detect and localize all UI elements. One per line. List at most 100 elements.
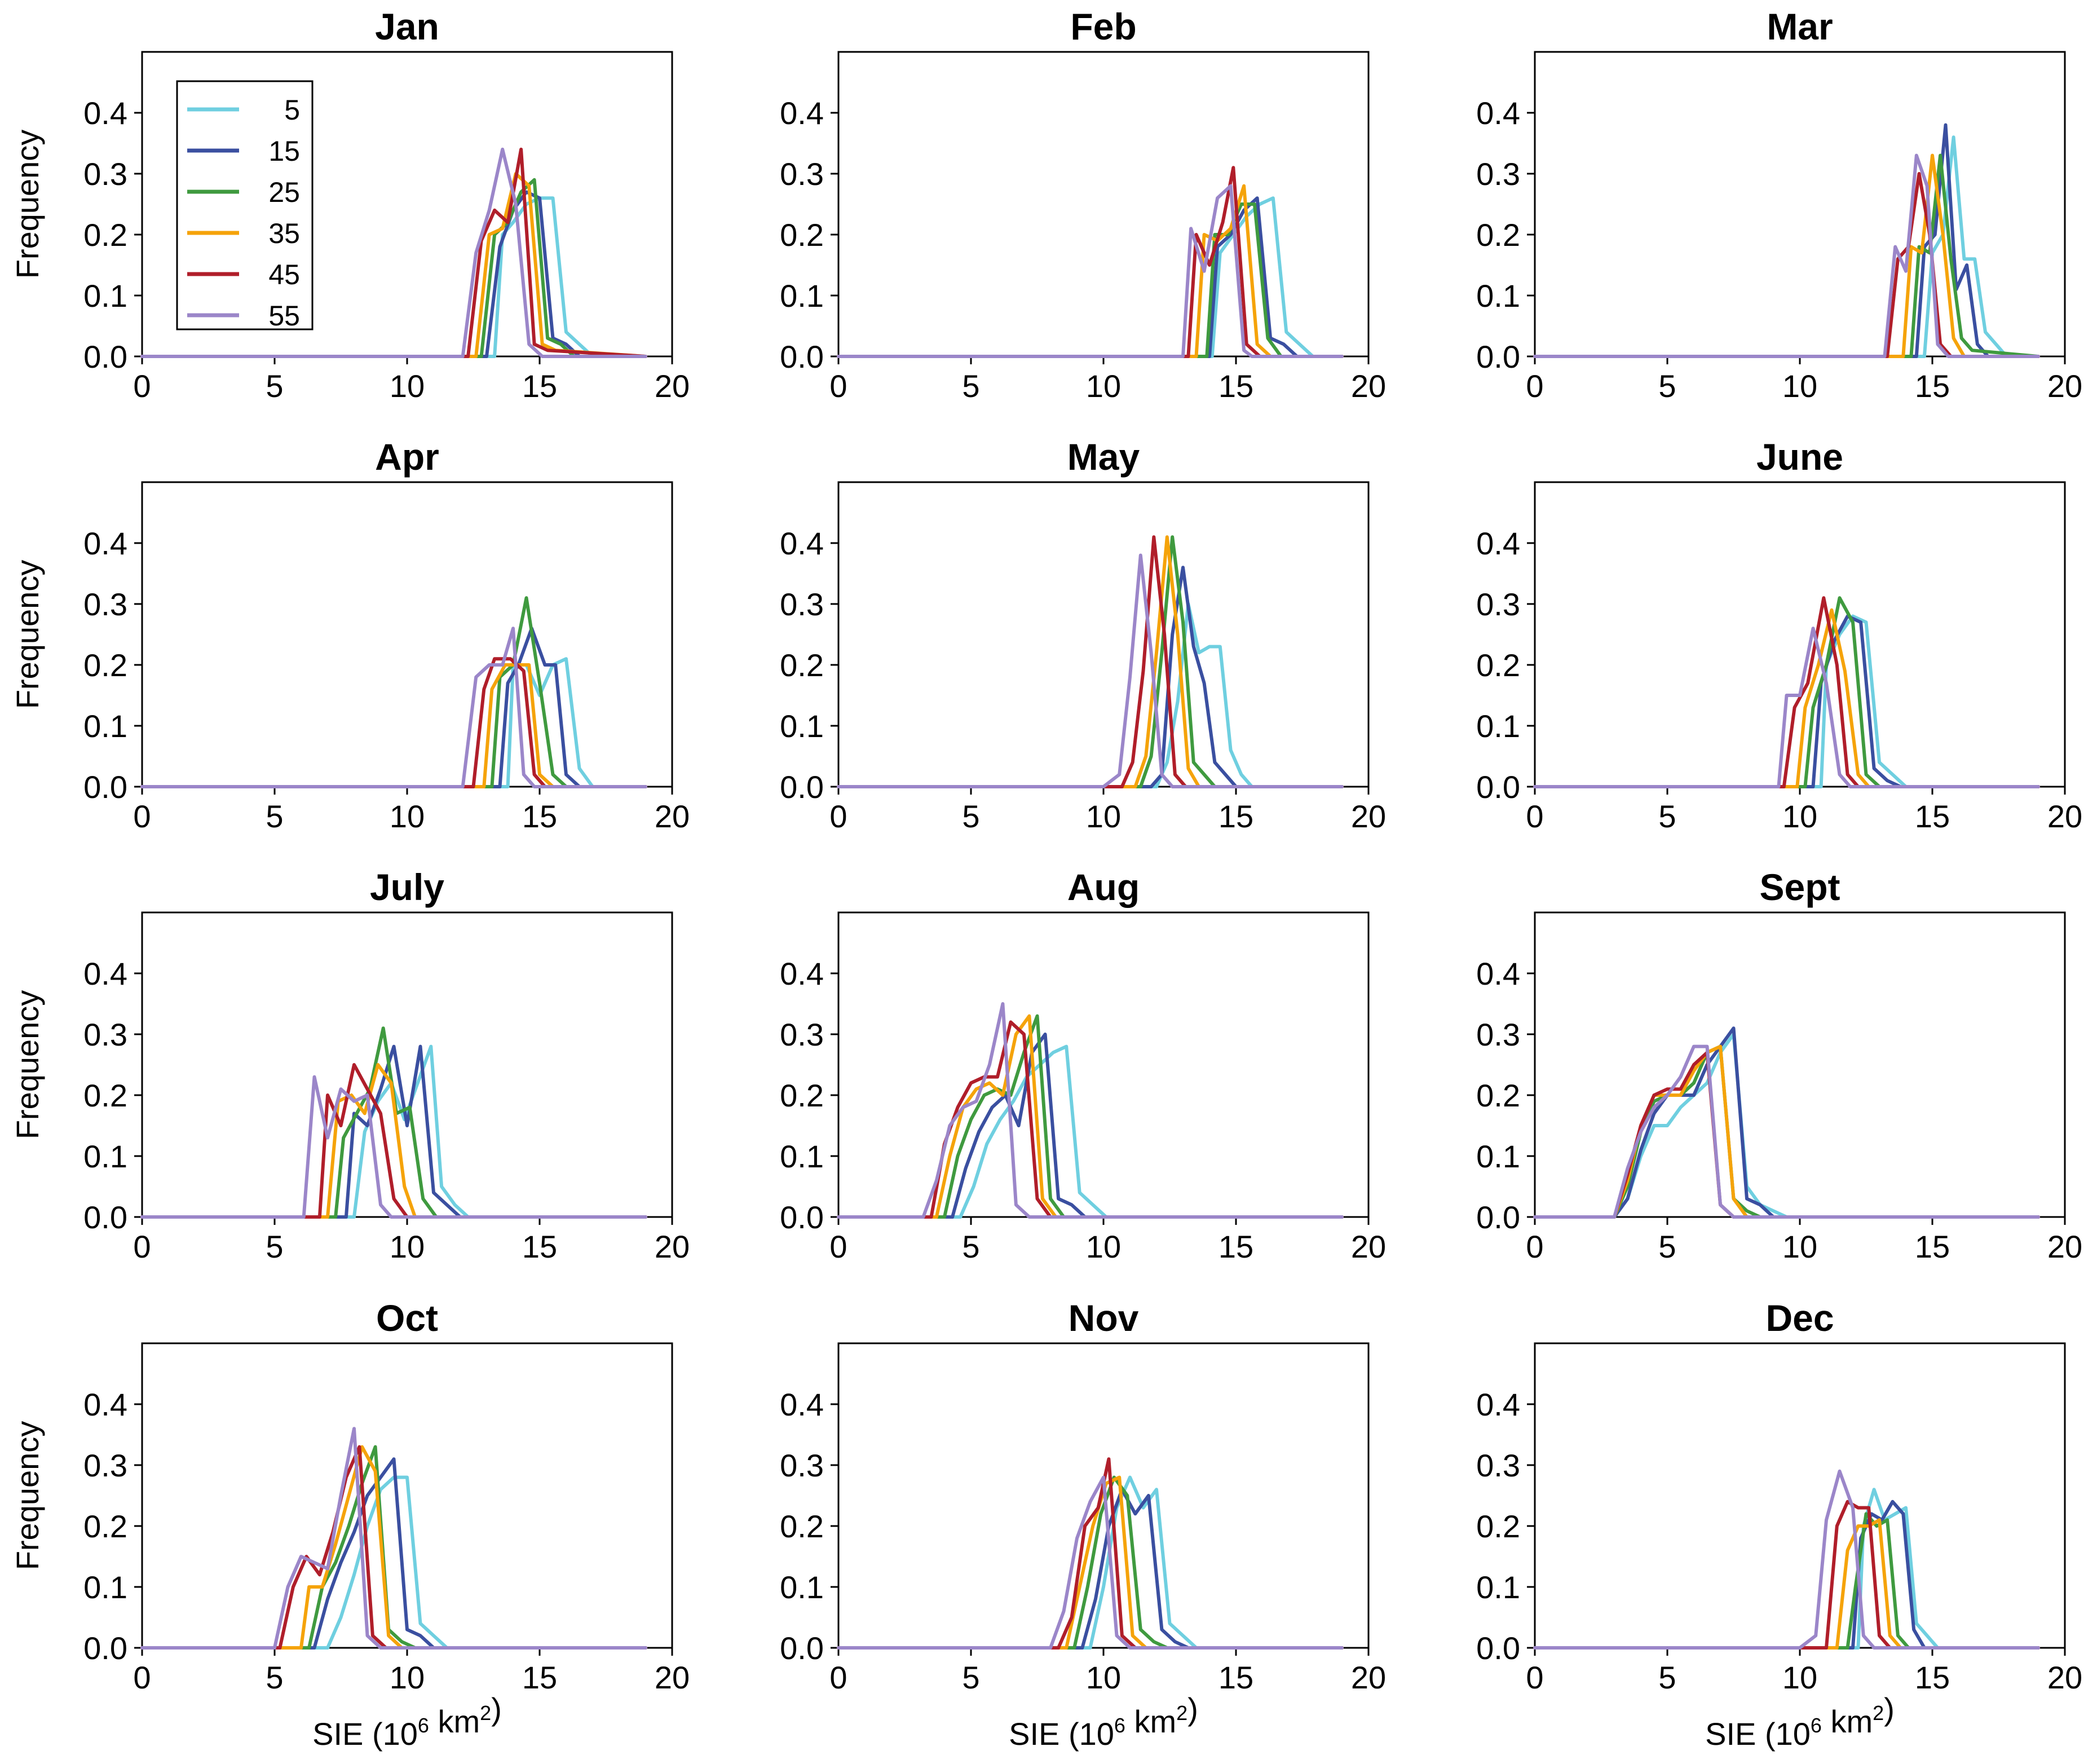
y-tick-label: 0.1 xyxy=(1476,278,1520,314)
y-tick-label: 0.0 xyxy=(1476,339,1520,374)
series-line-35 xyxy=(837,1014,1344,1219)
y-tick-label: 0.0 xyxy=(780,1630,824,1666)
x-tick-label: 15 xyxy=(1219,1229,1253,1264)
x-tick-label: 0 xyxy=(1526,1660,1543,1695)
y-tick-label: 0.0 xyxy=(1476,1630,1520,1666)
y-tick-label: 0.2 xyxy=(83,1078,127,1113)
x-tick-label: 10 xyxy=(390,368,425,404)
y-tick-label: 0.2 xyxy=(83,217,127,253)
panel-title: Oct xyxy=(376,1297,438,1339)
y-axis-label: Frequency xyxy=(10,1421,45,1571)
y-tick-label: 0.4 xyxy=(780,1387,824,1422)
x-tick-label: 20 xyxy=(655,1660,690,1695)
x-tick-label: 0 xyxy=(133,799,151,834)
x-tick-label: 15 xyxy=(1219,368,1253,404)
panel-title: Nov xyxy=(1069,1297,1139,1339)
x-tick-label: 20 xyxy=(655,1229,690,1264)
y-tick-label: 0.4 xyxy=(1476,1387,1520,1422)
x-tick-label: 20 xyxy=(2047,799,2082,834)
axes-frame xyxy=(1534,481,2066,788)
panel-title: Jan xyxy=(375,6,439,47)
x-tick-label: 5 xyxy=(266,1229,283,1264)
x-tick-label: 10 xyxy=(1782,368,1817,404)
y-tick-label: 0.2 xyxy=(780,217,824,253)
x-tick-label: 20 xyxy=(655,368,690,404)
panel-dec: Dec 0 5 10 15 20 0.0 0.1 0.2 0.3 0.4 SIE (106 km2) xyxy=(1476,1297,2082,1752)
series-line-35 xyxy=(140,1063,647,1219)
x-tick-label: 15 xyxy=(522,368,557,404)
series-line-5 xyxy=(837,1044,1344,1219)
series-line-15 xyxy=(1533,1500,2040,1650)
series-line-5 xyxy=(837,196,1344,358)
x-tick-label: 5 xyxy=(1658,1229,1676,1264)
series-line-5 xyxy=(140,657,647,788)
y-tick-label: 0.3 xyxy=(1476,156,1520,192)
y-tick-label: 0.3 xyxy=(83,1017,127,1052)
x-tick-label: 5 xyxy=(962,799,979,834)
x-axis-label: SIE (106 km2) xyxy=(1009,1691,1198,1752)
x-tick-label: 5 xyxy=(1658,1660,1676,1695)
series-line-35 xyxy=(837,1475,1344,1650)
series-line-55 xyxy=(1533,627,2040,788)
panel-jan: Jan 0 5 10 15 20 0.0 0.1 0.2 0.3 0.4 Frequency 5 15 25… xyxy=(10,6,690,404)
series-line-45 xyxy=(837,1457,1344,1650)
legend-box xyxy=(176,80,314,330)
panel-title: June xyxy=(1756,436,1843,478)
y-tick-label: 0.2 xyxy=(83,1509,127,1544)
x-tick-label: 5 xyxy=(1658,368,1676,404)
y-tick-label: 0.3 xyxy=(780,1448,824,1483)
series-line-45 xyxy=(140,147,647,358)
x-tick-label: 20 xyxy=(1351,1660,1386,1695)
y-tick-label: 0.0 xyxy=(83,339,127,374)
series-line-15 xyxy=(140,1457,647,1650)
x-tick-label: 15 xyxy=(1915,799,1950,834)
x-tick-label: 20 xyxy=(1351,1229,1386,1264)
series-line-45 xyxy=(837,535,1344,788)
legend-label-5: 5 xyxy=(284,94,300,126)
y-tick-label: 0.4 xyxy=(83,1387,127,1422)
x-tick-label: 0 xyxy=(133,1229,151,1264)
legend: 5 15 25 35 45 55 xyxy=(176,80,314,332)
x-tick-label: 0 xyxy=(829,368,847,404)
panel-title: Mar xyxy=(1767,6,1833,47)
panel-title: July xyxy=(370,866,444,908)
y-tick-label: 0.3 xyxy=(83,156,127,192)
series-line-35 xyxy=(1533,1044,2040,1219)
y-tick-label: 0.4 xyxy=(780,956,824,991)
x-axis-label: SIE (106 km2) xyxy=(312,1691,502,1752)
series-line-25 xyxy=(837,535,1344,788)
legend-label-25: 25 xyxy=(268,177,300,208)
series-line-55 xyxy=(140,1075,647,1219)
y-tick-label: 0.1 xyxy=(780,708,824,744)
axes-frame xyxy=(837,911,1370,1218)
x-tick-label: 5 xyxy=(962,368,979,404)
series-line-35 xyxy=(837,535,1344,788)
x-tick-label: 10 xyxy=(1086,1229,1121,1264)
x-tick-label: 15 xyxy=(522,1660,557,1695)
legend-label-35: 35 xyxy=(268,218,300,249)
panel-feb: Feb 0 5 10 15 20 0.0 0.1 0.2 0.3 0.4 xyxy=(780,6,1386,404)
x-tick-label: 15 xyxy=(1219,799,1253,834)
axes-frame xyxy=(141,911,673,1218)
panel-title: Sept xyxy=(1759,866,1840,908)
legend-label-55: 55 xyxy=(268,300,300,332)
panel-title: Apr xyxy=(375,436,439,478)
y-tick-label: 0.4 xyxy=(780,526,824,561)
axes-frame xyxy=(1534,1342,2066,1649)
y-tick-label: 0.4 xyxy=(1476,526,1520,561)
panel-nov: Nov 0 5 10 15 20 0.0 0.1 0.2 0.3 0.4 SIE (106 km2) xyxy=(780,1297,1386,1752)
x-tick-label: 15 xyxy=(1915,368,1950,404)
y-tick-label: 0.2 xyxy=(780,1078,824,1113)
x-tick-label: 20 xyxy=(655,799,690,834)
y-tick-label: 0.3 xyxy=(780,586,824,622)
series-line-55 xyxy=(140,627,647,788)
series-line-15 xyxy=(837,1033,1344,1219)
panel-title: Feb xyxy=(1070,6,1136,47)
x-tick-label: 10 xyxy=(390,799,425,834)
y-tick-label: 0.4 xyxy=(1476,956,1520,991)
x-tick-label: 0 xyxy=(1526,368,1543,404)
y-tick-label: 0.1 xyxy=(83,278,127,314)
y-tick-label: 0.3 xyxy=(1476,1448,1520,1483)
series-line-5 xyxy=(1533,1488,2040,1650)
